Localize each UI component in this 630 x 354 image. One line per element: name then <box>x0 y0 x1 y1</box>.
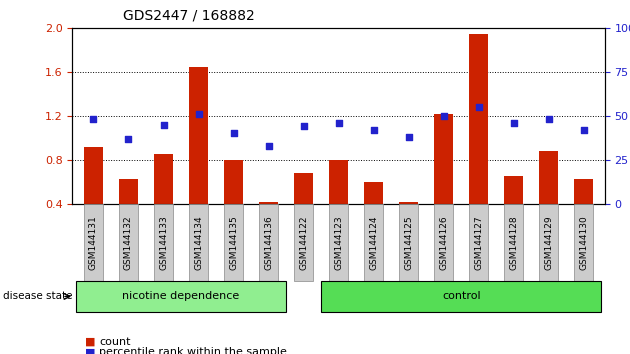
Bar <box>329 160 348 204</box>
Text: GSM144130: GSM144130 <box>580 215 588 270</box>
Point <box>438 113 449 119</box>
Point <box>544 116 554 122</box>
Bar <box>294 173 313 204</box>
Text: GSM144128: GSM144128 <box>509 215 518 270</box>
Point <box>508 120 518 126</box>
Bar <box>504 176 524 204</box>
Point <box>229 131 239 136</box>
Text: GSM144125: GSM144125 <box>404 215 413 270</box>
Point <box>193 112 203 117</box>
Bar <box>399 202 418 204</box>
Text: GSM144134: GSM144134 <box>194 215 203 270</box>
Text: GSM144127: GSM144127 <box>474 215 483 270</box>
Text: percentile rank within the sample: percentile rank within the sample <box>99 347 287 354</box>
Text: GSM144136: GSM144136 <box>264 215 273 270</box>
Text: GDS2447 / 168882: GDS2447 / 168882 <box>123 9 255 23</box>
Bar <box>434 114 454 204</box>
Text: ■: ■ <box>85 337 96 347</box>
Text: disease state: disease state <box>3 291 72 302</box>
Bar <box>539 151 558 204</box>
Text: GSM144133: GSM144133 <box>159 215 168 270</box>
Text: GSM144135: GSM144135 <box>229 215 238 270</box>
Point <box>404 134 414 140</box>
Point <box>474 104 484 110</box>
Point <box>159 122 169 127</box>
Bar <box>154 154 173 204</box>
Text: GSM144126: GSM144126 <box>439 215 448 270</box>
Point <box>263 143 273 149</box>
Text: control: control <box>442 291 481 302</box>
Point <box>299 124 309 129</box>
Text: ■: ■ <box>85 347 96 354</box>
Text: count: count <box>99 337 130 347</box>
Point <box>88 116 98 122</box>
Text: nicotine dependence: nicotine dependence <box>122 291 239 302</box>
Bar <box>259 202 278 204</box>
Text: GSM144129: GSM144129 <box>544 215 553 270</box>
Point <box>123 136 134 142</box>
Point <box>333 120 343 126</box>
Bar <box>469 34 488 204</box>
Bar <box>574 179 593 204</box>
Bar <box>224 160 243 204</box>
Point <box>369 127 379 133</box>
Text: GSM144123: GSM144123 <box>334 215 343 270</box>
Bar <box>119 179 138 204</box>
Bar <box>189 67 208 204</box>
Point <box>579 127 589 133</box>
Text: GSM144124: GSM144124 <box>369 215 378 270</box>
Text: GSM144131: GSM144131 <box>89 215 98 270</box>
Text: GSM144132: GSM144132 <box>124 215 133 270</box>
Bar <box>364 182 383 204</box>
Text: GSM144122: GSM144122 <box>299 215 308 270</box>
Bar <box>84 147 103 204</box>
